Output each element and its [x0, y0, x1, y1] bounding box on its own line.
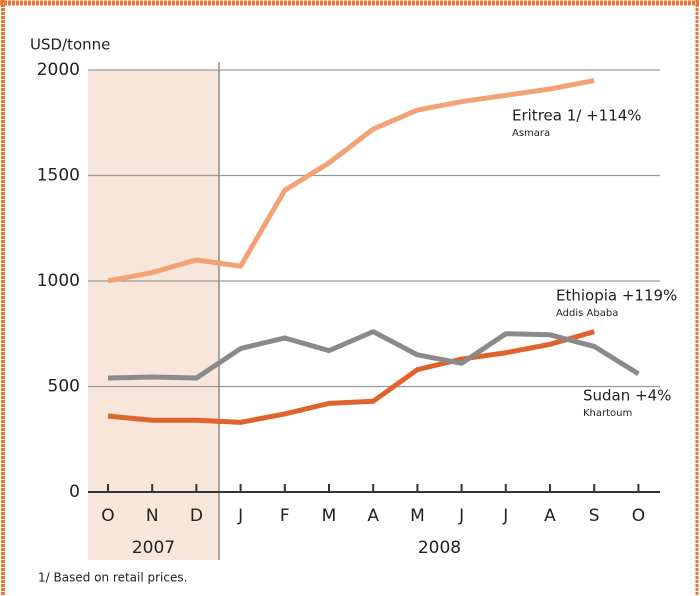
series-line: [107, 329, 595, 425]
series-location: Asmara: [512, 128, 550, 139]
y-tick-label: 1500: [37, 166, 80, 186]
series-label: Sudan +4%: [583, 387, 671, 405]
x-tick-label: O: [101, 506, 114, 526]
footnote: 1/ Based on retail prices.: [38, 571, 187, 585]
x-tick-label: J: [502, 506, 508, 526]
x-tick-label: M: [410, 506, 425, 526]
x-tick-label: O: [632, 506, 645, 526]
year-label: 2008: [418, 538, 461, 558]
series-line: [107, 329, 640, 381]
grid: 0 500 1000 1500 2000 O N D J F M A M J J A S O 2007 2008: [37, 60, 660, 558]
y-tick-label: 2000: [37, 60, 80, 80]
x-tick-label: D: [190, 506, 203, 526]
series-label: Eritrea 1/ +114%: [512, 107, 642, 125]
series-location: Khartoum: [583, 408, 632, 419]
x-tick-label: S: [589, 506, 600, 526]
y-tick-label: 0: [69, 482, 80, 502]
x-tick-label: A: [367, 506, 379, 526]
year-label: 2007: [132, 538, 175, 558]
x-tick-label: N: [146, 506, 159, 526]
x-tick-label: M: [322, 506, 337, 526]
x-tick-label: F: [280, 506, 290, 526]
y-axis-label: USD/tonne: [30, 36, 110, 54]
series-line: [107, 78, 595, 284]
series-location: Addis Ababa: [556, 308, 618, 319]
y-tick-label: 500: [48, 377, 80, 397]
x-tick-label: A: [544, 506, 556, 526]
plot: Eritrea 1/ +114% Asmara Ethiopia +119% Addi…: [107, 78, 677, 425]
year-shading: [88, 70, 219, 560]
x-tick-label: J: [237, 506, 243, 526]
x-tick-label: J: [458, 506, 464, 526]
y-tick-label: 1000: [37, 271, 80, 291]
series-label: Ethiopia +119%: [556, 287, 677, 305]
